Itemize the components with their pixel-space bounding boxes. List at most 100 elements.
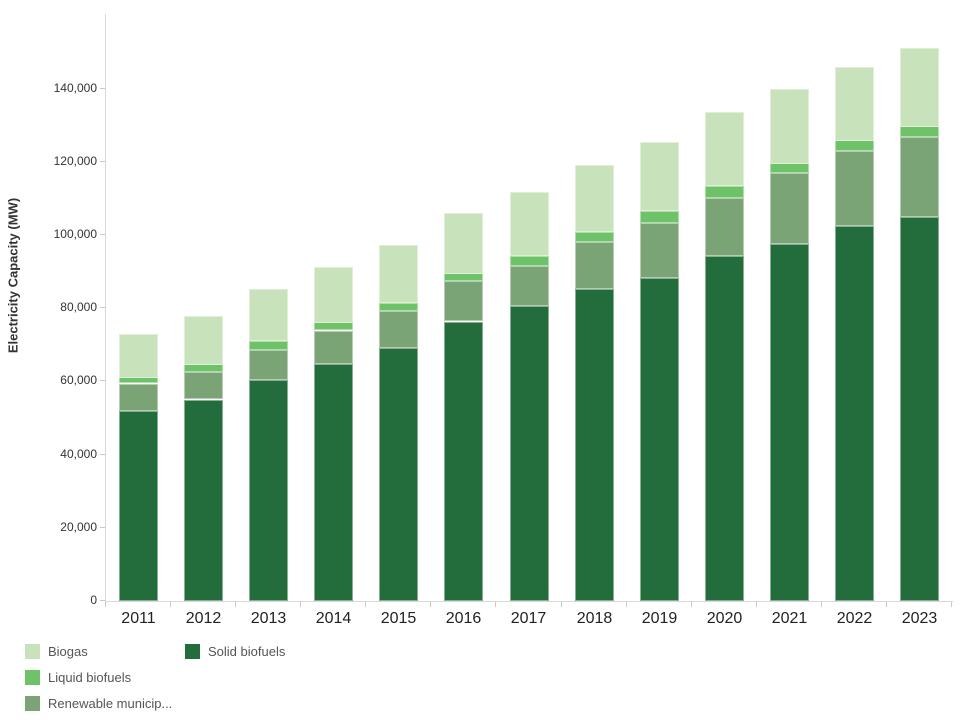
x-tick-label-2015: 2015	[380, 610, 417, 627]
bar-segment-renewable-municip-2023[interactable]	[900, 137, 939, 217]
x-tick-mark	[691, 602, 692, 607]
legend-label-solid-biofuels: Solid biofuels	[208, 643, 286, 659]
x-tick-label-2017: 2017	[510, 610, 547, 627]
x-tick-mark	[495, 602, 496, 607]
legend-item-biogas[interactable]: Biogas	[25, 638, 185, 664]
bar-segment-liquid-biofuels-2013[interactable]	[249, 341, 288, 350]
bar-segment-solid-biofuels-2013[interactable]	[249, 380, 288, 601]
bar-segment-liquid-biofuels-2023[interactable]	[900, 126, 939, 137]
bar-segment-liquid-biofuels-2021[interactable]	[770, 163, 809, 173]
bar-segment-liquid-biofuels-2015[interactable]	[379, 303, 418, 311]
bar-segment-renewable-municip-2017[interactable]	[510, 266, 549, 306]
x-tick-label-2011: 2011	[121, 610, 156, 627]
bar-segment-solid-biofuels-2011[interactable]	[119, 411, 158, 601]
bar-segment-biogas-2018[interactable]	[575, 165, 614, 232]
y-tick-mark	[100, 527, 105, 528]
legend-item-solid-biofuels[interactable]: Solid biofuels	[185, 638, 285, 664]
bar-segment-renewable-municip-2016[interactable]	[444, 281, 483, 321]
bar-segment-biogas-2012[interactable]	[184, 316, 223, 365]
y-tick-label: 140,000	[53, 81, 97, 95]
legend-swatch-biogas	[25, 643, 40, 659]
x-tick-label-2022: 2022	[836, 610, 873, 627]
bar-segment-renewable-municip-2014[interactable]	[314, 331, 353, 364]
legend-item-renewable-municip[interactable]: Renewable municip...	[25, 690, 185, 716]
bar-segment-biogas-2016[interactable]	[444, 213, 483, 274]
y-tick-mark	[100, 307, 105, 308]
legend-item-liquid-biofuels[interactable]: Liquid biofuels	[25, 664, 185, 690]
bar-segment-biogas-2011[interactable]	[119, 334, 158, 378]
x-tick-mark	[105, 602, 106, 607]
bar-segment-liquid-biofuels-2019[interactable]	[640, 211, 679, 223]
legend-column: Biogas Liquid biofuels Renewable municip..…	[25, 638, 185, 716]
bar-segment-solid-biofuels-2016[interactable]	[444, 322, 483, 601]
y-tick-mark	[100, 234, 105, 235]
x-tick-label-2021: 2021	[771, 610, 808, 627]
bar-segment-biogas-2019[interactable]	[640, 142, 679, 211]
x-tick-mark	[951, 602, 952, 607]
x-tick-mark	[365, 602, 366, 607]
bar-segment-renewable-municip-2021[interactable]	[770, 173, 809, 244]
y-axis-title: Electricity Capacity (MW)	[5, 197, 21, 354]
x-axis-line	[105, 601, 953, 602]
bar-segment-biogas-2020[interactable]	[705, 112, 744, 186]
bar-segment-liquid-biofuels-2022[interactable]	[835, 140, 874, 151]
bar-segment-biogas-2013[interactable]	[249, 289, 288, 341]
bar-segment-solid-biofuels-2012[interactable]	[184, 400, 223, 601]
legend-swatch-renewable-municip	[25, 695, 40, 711]
bar-segment-solid-biofuels-2020[interactable]	[705, 256, 744, 601]
x-tick-mark	[756, 602, 757, 607]
y-tick-label: 80,000	[60, 300, 97, 314]
bar-segment-renewable-municip-2018[interactable]	[575, 242, 614, 289]
bar-segment-renewable-municip-2019[interactable]	[640, 223, 679, 278]
bar-segment-biogas-2017[interactable]	[510, 192, 549, 256]
bar-segment-liquid-biofuels-2016[interactable]	[444, 273, 483, 281]
x-tick-label-2014: 2014	[315, 610, 352, 627]
bar-segment-liquid-biofuels-2018[interactable]	[575, 232, 614, 242]
bar-segment-renewable-municip-2012[interactable]	[184, 372, 223, 399]
bar-segment-solid-biofuels-2019[interactable]	[640, 278, 679, 601]
legend-swatch-solid-biofuels	[185, 643, 200, 659]
x-tick-label-2019: 2019	[641, 610, 678, 627]
x-tick-label-2013: 2013	[250, 610, 287, 627]
y-tick-mark	[100, 88, 105, 89]
bar-segment-renewable-municip-2022[interactable]	[835, 151, 874, 226]
x-tick-label-2023: 2023	[901, 610, 938, 627]
x-tick-mark	[626, 602, 627, 607]
bar-segment-solid-biofuels-2018[interactable]	[575, 289, 614, 601]
bar-segment-solid-biofuels-2017[interactable]	[510, 306, 549, 601]
x-tick-mark	[821, 602, 822, 607]
legend-label-renewable-municip: Renewable municip...	[48, 695, 173, 711]
y-tick-label: 0	[90, 593, 97, 607]
bar-segment-renewable-municip-2015[interactable]	[379, 311, 418, 348]
bar-segment-solid-biofuels-2021[interactable]	[770, 244, 809, 601]
bar-segment-renewable-municip-2020[interactable]	[705, 198, 744, 256]
legend-label-biogas: Biogas	[48, 643, 88, 659]
x-tick-label-2016: 2016	[445, 610, 482, 627]
y-tick-mark	[100, 161, 105, 162]
bar-segment-solid-biofuels-2015[interactable]	[379, 348, 418, 601]
bar-segment-biogas-2022[interactable]	[835, 67, 874, 141]
bar-segment-liquid-biofuels-2017[interactable]	[510, 256, 549, 266]
bar-segment-renewable-municip-2013[interactable]	[249, 350, 288, 380]
legend-column: Solid biofuels	[185, 638, 285, 716]
y-tick-mark	[100, 600, 105, 601]
x-tick-mark	[300, 602, 301, 607]
y-tick-label: 60,000	[60, 373, 97, 387]
bar-segment-solid-biofuels-2014[interactable]	[314, 364, 353, 601]
x-tick-label-2018: 2018	[576, 610, 613, 627]
y-tick-mark	[100, 380, 105, 381]
bar-segment-liquid-biofuels-2014[interactable]	[314, 322, 353, 330]
bar-segment-biogas-2014[interactable]	[314, 267, 353, 323]
y-tick-mark	[100, 454, 105, 455]
bar-segment-biogas-2021[interactable]	[770, 89, 809, 164]
bar-segment-liquid-biofuels-2012[interactable]	[184, 364, 223, 372]
bar-segment-solid-biofuels-2022[interactable]	[835, 226, 874, 601]
y-tick-label: 40,000	[60, 447, 97, 461]
bar-segment-liquid-biofuels-2020[interactable]	[705, 186, 744, 198]
bar-segment-renewable-municip-2011[interactable]	[119, 384, 158, 411]
bar-segment-biogas-2023[interactable]	[900, 48, 939, 127]
bar-segment-biogas-2015[interactable]	[379, 245, 418, 303]
bar-segment-solid-biofuels-2023[interactable]	[900, 217, 939, 601]
x-tick-label-2020: 2020	[706, 610, 743, 627]
